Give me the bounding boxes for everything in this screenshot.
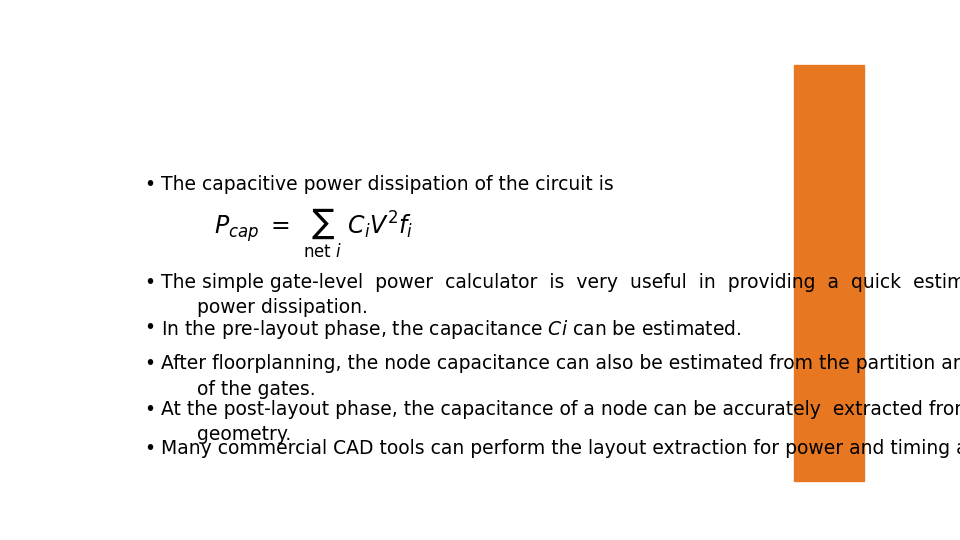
Text: Many commercial CAD tools can perform the layout extraction for power and timing: Many commercial CAD tools can perform th… (161, 439, 960, 458)
Text: •: • (145, 175, 156, 194)
Bar (794, 65, 864, 481)
Text: •: • (145, 319, 156, 338)
Text: •: • (145, 354, 156, 373)
Text: $P_{cap}\ =\ \sum_{\mathrm{net}\ i}\ C_i V^2 f_i$: $P_{cap}\ =\ \sum_{\mathrm{net}\ i}\ C_i… (214, 206, 413, 260)
Text: At the post-layout phase, the capacitance of a node can be accurately  extracted: At the post-layout phase, the capacitanc… (161, 400, 960, 444)
Text: •: • (145, 273, 156, 292)
Text: The simple gate-level  power  calculator  is  very  useful  in  providing  a  qu: The simple gate-level power calculator i… (161, 273, 960, 318)
Text: After floorplanning, the node capacitance can also be estimated from the partiti: After floorplanning, the node capacitanc… (161, 354, 960, 399)
Text: In the pre-layout phase, the capacitance $\mathit{Ci}$ can be estimated.: In the pre-layout phase, the capacitance… (161, 319, 741, 341)
Text: •: • (145, 439, 156, 458)
Text: The capacitive power dissipation of the circuit is: The capacitive power dissipation of the … (161, 175, 613, 194)
Text: •: • (145, 400, 156, 419)
